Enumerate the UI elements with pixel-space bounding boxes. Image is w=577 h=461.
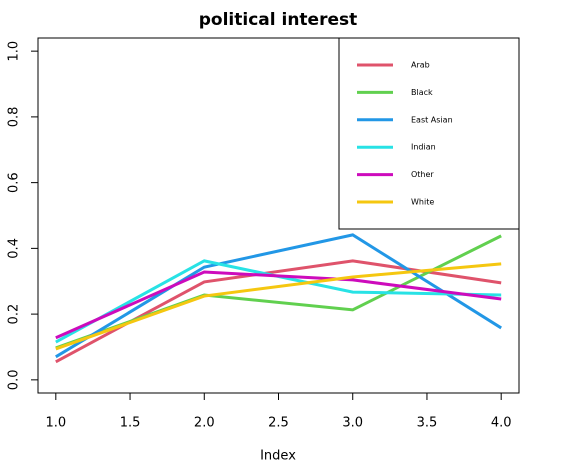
legend-label: Black	[411, 88, 433, 97]
x-tick-label: 3.0	[342, 416, 363, 431]
y-tick-label: 0.8	[7, 107, 22, 128]
series-line	[55, 270, 502, 340]
y-tick-label: 1.0	[7, 41, 22, 62]
chart-title: political interest	[199, 10, 358, 30]
series-line	[55, 262, 502, 351]
y-tick-label: 0.2	[7, 304, 22, 325]
legend-label: Indian	[411, 143, 436, 152]
y-tick-label: 0.0	[7, 370, 22, 391]
x-tick-label: 1.0	[45, 416, 66, 431]
x-tick-label: 4.0	[491, 416, 512, 431]
legend-label: Other	[411, 170, 434, 179]
x-tick-label: 1.5	[120, 416, 141, 431]
legend-label: Arab	[411, 61, 430, 70]
legend-label: East Asian	[411, 115, 453, 124]
x-tick-label: 3.5	[417, 416, 438, 431]
x-tick-label: 2.0	[194, 416, 215, 431]
x-axis-label: Index	[260, 449, 296, 461]
legend-label: White	[411, 198, 434, 207]
legend-box	[338, 37, 520, 230]
y-tick-label: 0.4	[7, 238, 22, 259]
series-line	[55, 233, 502, 359]
y-tick-label: 0.6	[7, 172, 22, 193]
x-tick-label: 2.5	[268, 416, 289, 431]
